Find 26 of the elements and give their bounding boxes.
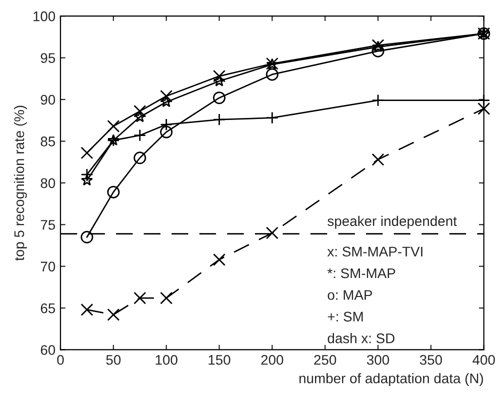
x-tick-label: 0 (57, 354, 64, 365)
x-tick-label: 250 (314, 354, 336, 365)
y-tick-label: 85 (40, 136, 56, 146)
annotation: o: MAP (328, 290, 372, 300)
annotation: dash x: SD (328, 333, 394, 344)
x-tick-label: 300 (366, 354, 390, 365)
y-tick-label: 100 (34, 11, 56, 22)
y-tick-label: 95 (40, 53, 56, 63)
y-tick-label: 65 (40, 303, 56, 314)
y-axis-title: top 5 recognition rate (%) (14, 106, 27, 261)
x-tick-label: 150 (208, 354, 230, 365)
annotation: *: SM-MAP (327, 268, 396, 278)
x-tick-label: 200 (261, 354, 284, 365)
ref-line-label: speaker independent (328, 216, 457, 229)
y-tick-label: 90 (40, 94, 56, 105)
x-tick-label: 350 (420, 354, 442, 365)
y-tick-label: 80 (40, 178, 56, 188)
annotation: +: SM (328, 312, 363, 322)
x-tick-label: 400 (472, 354, 495, 365)
annotation: x: SM-MAP-TVI (327, 246, 422, 257)
x-tick-label: 50 (106, 354, 121, 365)
y-tick-label: 70 (40, 262, 56, 272)
x-tick-label: 100 (156, 354, 178, 365)
y-tick-label: 60 (40, 345, 56, 355)
x-axis-title: number of adaptation data (N) (299, 373, 483, 386)
y-tick-label: 75 (40, 220, 56, 230)
